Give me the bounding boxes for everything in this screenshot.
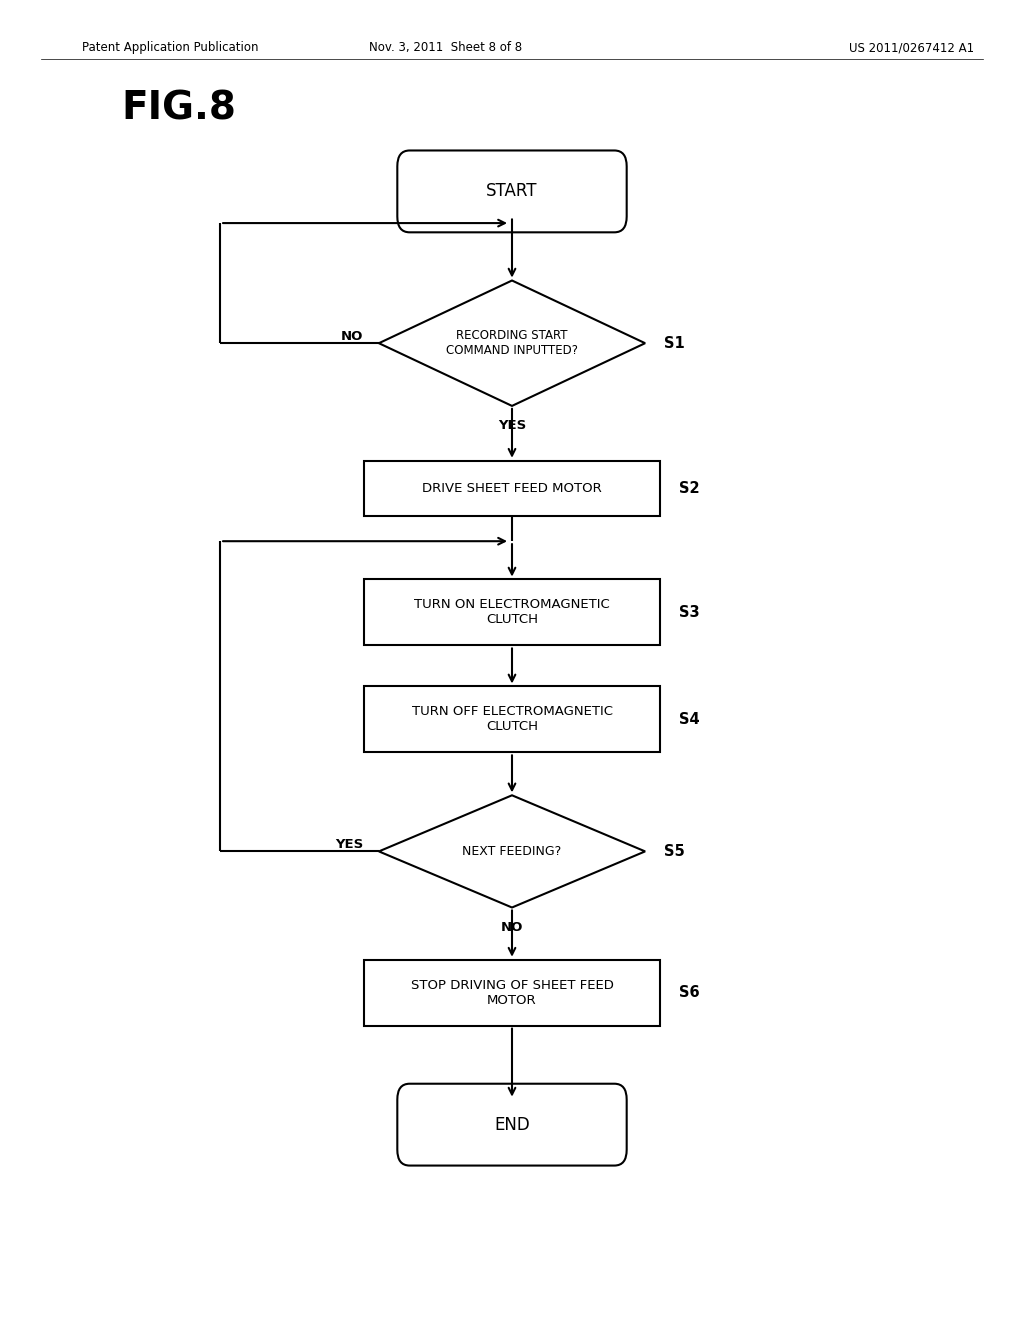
Text: Nov. 3, 2011  Sheet 8 of 8: Nov. 3, 2011 Sheet 8 of 8 [369,41,522,54]
Text: DRIVE SHEET FEED MOTOR: DRIVE SHEET FEED MOTOR [422,482,602,495]
Text: S1: S1 [664,335,684,351]
Text: NO: NO [501,921,523,933]
Text: END: END [495,1115,529,1134]
Text: S2: S2 [679,480,699,496]
Text: S6: S6 [679,985,699,1001]
Text: YES: YES [335,838,364,851]
Text: RECORDING START
COMMAND INPUTTED?: RECORDING START COMMAND INPUTTED? [446,329,578,358]
Bar [364,461,660,516]
Polygon shape [379,281,645,407]
Text: FIG.8: FIG.8 [122,90,237,127]
Text: NEXT FEEDING?: NEXT FEEDING? [463,845,561,858]
Text: STOP DRIVING OF SHEET FEED
MOTOR: STOP DRIVING OF SHEET FEED MOTOR [411,978,613,1007]
Bar [364,960,660,1026]
Text: START: START [486,182,538,201]
Text: US 2011/0267412 A1: US 2011/0267412 A1 [849,41,974,54]
Text: TURN ON ELECTROMAGNETIC
CLUTCH: TURN ON ELECTROMAGNETIC CLUTCH [414,598,610,627]
Text: YES: YES [498,420,526,432]
Text: S3: S3 [679,605,699,620]
FancyBboxPatch shape [397,150,627,232]
Text: TURN OFF ELECTROMAGNETIC
CLUTCH: TURN OFF ELECTROMAGNETIC CLUTCH [412,705,612,734]
Text: S4: S4 [679,711,699,727]
Polygon shape [379,795,645,908]
Text: NO: NO [341,330,364,343]
Text: Patent Application Publication: Patent Application Publication [82,41,258,54]
Bar [364,686,660,752]
FancyBboxPatch shape [397,1084,627,1166]
Text: S5: S5 [664,843,684,859]
Bar [364,579,660,645]
